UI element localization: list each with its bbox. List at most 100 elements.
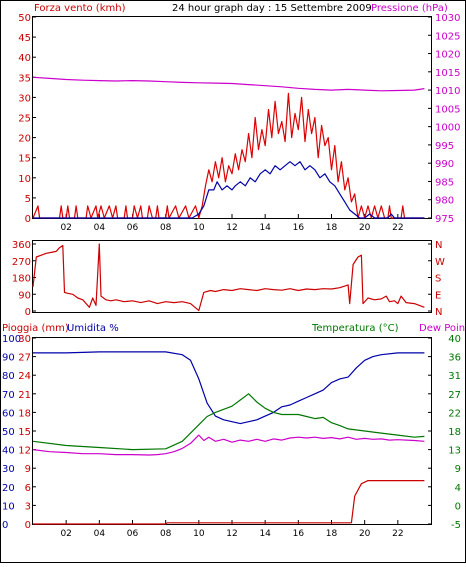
wind-panel-frame — [32, 16, 432, 219]
humidity-tick-label: 20 — [2, 483, 15, 494]
direction-deg-label: 0 — [25, 307, 31, 318]
rain-tick-label: 24 — [18, 371, 31, 382]
x-tick-label: 22 — [392, 223, 403, 233]
rain-tick-label: 3 — [25, 501, 31, 512]
direction-panel-frame — [32, 240, 432, 313]
x-tick-label: 20 — [359, 223, 371, 233]
temperature-tick-label: 22 — [448, 408, 461, 419]
pressure-tick-label: 990 — [435, 159, 454, 170]
pressure-tick-label: 975 — [435, 214, 454, 225]
temperature-tick-label: 9 — [455, 464, 461, 475]
pressure-tick-label: 1020 — [435, 50, 460, 61]
pressure-tick-label: 985 — [435, 177, 454, 188]
x-tick-label: 22 — [392, 529, 403, 539]
rain-tick-label: 18 — [18, 408, 31, 419]
pressure-tick-label: 980 — [435, 196, 454, 207]
x-tick-label: 04 — [94, 529, 106, 539]
x-tick-label: 10 — [193, 223, 205, 233]
wind-tick-label: 10 — [18, 174, 31, 185]
rain-tick-label: 6 — [25, 483, 31, 494]
temperature-tick-label: -5 — [451, 520, 461, 531]
x-tick-label: 08 — [160, 223, 172, 233]
rain-tick-label: 30 — [18, 334, 31, 345]
pressure-tick-label: 1005 — [435, 104, 460, 115]
wind-tick-label: 20 — [18, 134, 31, 145]
wind_avg-line — [33, 161, 425, 219]
pressure-tick-label: 1010 — [435, 86, 460, 97]
pressure-axis-title: Pressione (hPa) — [371, 3, 448, 14]
temperature-tick-label: 27 — [448, 390, 461, 401]
humidity-legend: Umidita % — [67, 323, 119, 334]
x-tick-label: 18 — [326, 223, 338, 233]
x-tick-label: 08 — [160, 529, 172, 539]
rain-tick-label: 9 — [25, 464, 31, 475]
temperature-tick-label: 31 — [448, 371, 461, 382]
direction-deg-label: 360 — [12, 240, 31, 251]
temperature-tick-label: 40 — [448, 334, 461, 345]
pressure-tick-label: 995 — [435, 141, 454, 152]
rain-tick-label: 12 — [18, 446, 31, 457]
direction-compass-label: N — [435, 307, 442, 318]
direction-deg-label: 270 — [12, 257, 31, 268]
x-tick-label: 02 — [60, 529, 71, 539]
axis-ticks: 02 04 06 08 10 12 14 16 18 20 22051015202530354045… — [2, 13, 461, 539]
pressure-tick-label: 1000 — [435, 123, 460, 134]
temperature-legend: Temperatura (°C) — [311, 323, 399, 334]
direction-compass-label: N — [435, 240, 442, 251]
x-tick-label: 14 — [259, 223, 271, 233]
wind-tick-label: 50 — [18, 13, 31, 24]
x-tick-label: 16 — [293, 529, 305, 539]
humidity-tick-label: 30 — [2, 464, 15, 475]
rain-tick-label: 21 — [18, 390, 31, 401]
temperature-tick-label: 4 — [455, 483, 461, 494]
direction-deg-label: 180 — [12, 274, 31, 285]
rain-line — [33, 480, 425, 525]
x-tick-label: 12 — [226, 529, 237, 539]
wind-tick-label: 15 — [18, 154, 31, 165]
rain-legend: Pioggia (mm) — [2, 323, 69, 334]
direction-compass-label: W — [435, 257, 445, 268]
x-tick-label: 16 — [293, 223, 305, 233]
humidity-tick-label: 50 — [2, 427, 15, 438]
temperature-tick-label: 18 — [448, 427, 461, 438]
humidity-tick-label: 60 — [2, 408, 15, 419]
wind-tick-label: 5 — [25, 194, 31, 205]
x-tick-label: 10 — [193, 529, 205, 539]
x-tick-label: 12 — [226, 223, 237, 233]
humidity-tick-label: 90 — [2, 353, 15, 364]
direction-compass-label: E — [435, 290, 441, 301]
humidity-tick-label: 0 — [2, 520, 8, 531]
wind-axis-title: Forza vento (kmh) — [34, 3, 126, 14]
pressure-tick-label: 1030 — [435, 13, 460, 24]
x-tick-label: 06 — [127, 223, 139, 233]
pressure-tick-label: 1025 — [435, 31, 460, 42]
wind_direction-line — [32, 243, 425, 312]
wind-tick-label: 30 — [18, 93, 31, 104]
series-lines — [32, 76, 425, 525]
wind-tick-label: 25 — [18, 114, 31, 125]
humidity-tick-label: 100 — [2, 334, 21, 345]
x-tick-label: 14 — [259, 529, 271, 539]
humidity-tick-label: 70 — [2, 390, 15, 401]
climate-panel-frame — [32, 337, 432, 525]
rain-tick-label: 0 — [25, 520, 31, 531]
temperature-tick-label: 0 — [455, 501, 461, 512]
dewpoint-legend: Dew Point — [419, 323, 466, 334]
x-tick-label: 18 — [326, 529, 338, 539]
direction-compass-label: S — [435, 274, 441, 285]
wind-tick-label: 40 — [18, 53, 31, 64]
pressure-line — [32, 76, 425, 92]
wind-tick-label: 35 — [18, 73, 31, 84]
humidity-tick-label: 10 — [2, 501, 15, 512]
x-tick-label: 04 — [94, 223, 106, 233]
pressure-tick-label: 1015 — [435, 68, 460, 79]
wind-tick-label: 0 — [25, 214, 31, 225]
humidity-tick-label: 80 — [2, 371, 15, 382]
dewpoint-line — [32, 434, 425, 456]
x-tick-label: 02 — [60, 223, 71, 233]
wind-tick-label: 45 — [18, 33, 31, 44]
direction-deg-label: 90 — [18, 290, 31, 301]
